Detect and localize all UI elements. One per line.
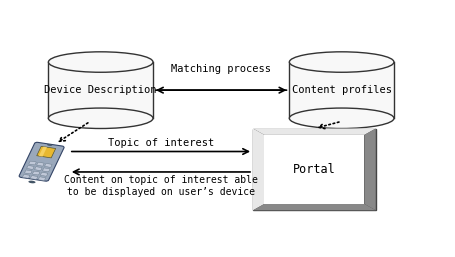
Text: Device Description: Device Description — [44, 85, 157, 95]
Ellipse shape — [48, 108, 153, 128]
Ellipse shape — [289, 108, 393, 128]
Text: Portal: Portal — [293, 163, 335, 176]
FancyBboxPatch shape — [35, 167, 42, 171]
Polygon shape — [364, 128, 375, 210]
Ellipse shape — [289, 52, 393, 72]
Bar — [37, 146, 56, 158]
FancyBboxPatch shape — [25, 170, 32, 174]
Text: Matching process: Matching process — [171, 63, 271, 74]
Ellipse shape — [28, 181, 35, 183]
FancyBboxPatch shape — [38, 177, 46, 181]
Polygon shape — [289, 62, 393, 118]
Polygon shape — [253, 128, 375, 135]
Polygon shape — [253, 204, 375, 210]
Polygon shape — [48, 62, 153, 118]
FancyBboxPatch shape — [27, 166, 34, 169]
FancyBboxPatch shape — [37, 162, 44, 166]
FancyBboxPatch shape — [32, 171, 40, 175]
FancyBboxPatch shape — [30, 176, 38, 179]
Ellipse shape — [47, 144, 52, 146]
FancyBboxPatch shape — [29, 161, 36, 165]
Polygon shape — [253, 128, 264, 210]
FancyBboxPatch shape — [45, 163, 52, 167]
Ellipse shape — [48, 52, 153, 72]
Text: Topic of interest: Topic of interest — [107, 139, 213, 149]
FancyBboxPatch shape — [42, 168, 50, 172]
FancyBboxPatch shape — [22, 175, 30, 178]
FancyBboxPatch shape — [19, 142, 64, 181]
Bar — [253, 128, 375, 210]
FancyBboxPatch shape — [40, 172, 48, 176]
Text: Content on topic of interest able
to be displayed on user’s device: Content on topic of interest able to be … — [64, 175, 258, 197]
Bar — [39, 147, 47, 157]
Bar — [264, 135, 364, 204]
Text: Content profiles: Content profiles — [291, 85, 391, 95]
